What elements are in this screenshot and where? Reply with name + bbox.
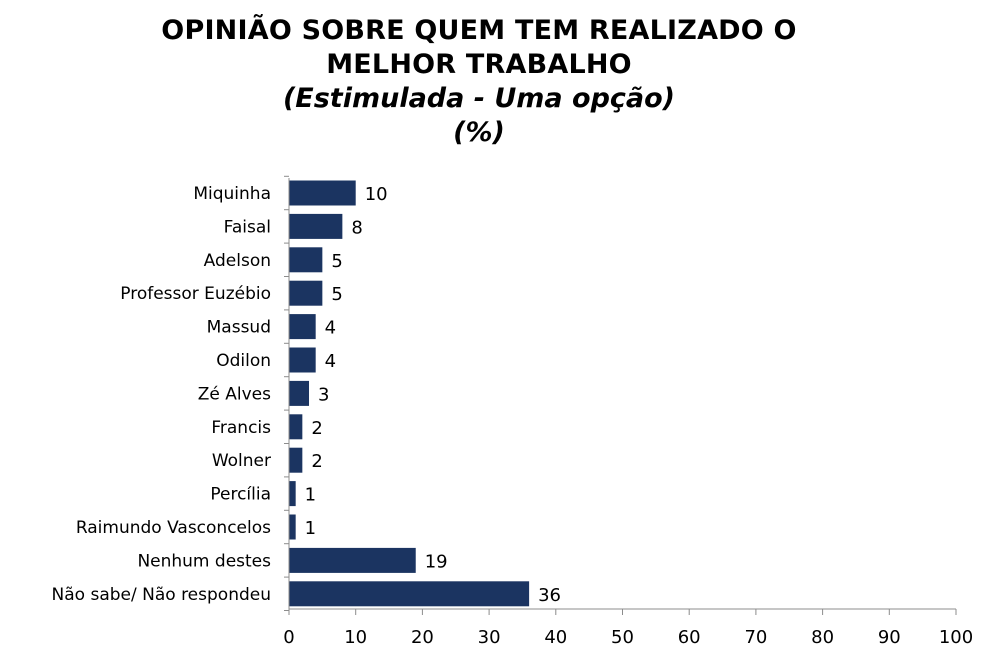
x-tick-label: 60 xyxy=(678,627,701,648)
category-label: Zé Alves xyxy=(198,384,271,404)
bar xyxy=(289,581,530,607)
data-label: 10 xyxy=(365,184,388,205)
bar xyxy=(289,547,416,573)
chart-title-block: OPINIÃO SOBRE QUEM TEM REALIZADO O MELHO… xyxy=(0,14,958,150)
bar xyxy=(289,180,356,206)
x-tick-label: 80 xyxy=(811,627,834,648)
x-tick-label: 20 xyxy=(411,627,434,648)
category-label: Raimundo Vasconcelos xyxy=(76,518,271,538)
bar xyxy=(289,514,296,540)
bar xyxy=(289,347,316,373)
category-label: Miquinha xyxy=(193,184,271,204)
data-label: 19 xyxy=(425,551,448,572)
data-label: 2 xyxy=(311,418,322,439)
bar xyxy=(289,380,310,406)
category-label: Adelson xyxy=(204,251,271,271)
x-tick-label: 40 xyxy=(544,627,567,648)
data-label: 4 xyxy=(325,318,336,339)
category-label: Faisal xyxy=(224,217,271,237)
bar xyxy=(289,247,323,273)
x-tick-label: 100 xyxy=(939,627,973,648)
x-tick-label: 30 xyxy=(478,627,501,648)
x-tick-label: 90 xyxy=(878,627,901,648)
chart-title-line-2: MELHOR TRABALHO xyxy=(326,49,632,80)
bar xyxy=(289,447,303,473)
bar xyxy=(289,213,343,239)
data-label: 36 xyxy=(538,585,561,606)
data-label: 4 xyxy=(325,351,336,372)
chart-title-line-1: OPINIÃO SOBRE QUEM TEM REALIZADO O xyxy=(161,15,797,46)
x-tick-label: 0 xyxy=(283,627,294,648)
category-label: Wolner xyxy=(212,451,271,471)
category-label: Nenhum destes xyxy=(137,551,271,571)
category-label: Massud xyxy=(207,318,271,338)
category-label: Professor Euzébio xyxy=(120,284,271,304)
category-label: Não sabe/ Não respondeu xyxy=(52,585,271,605)
category-label: Percília xyxy=(210,485,271,505)
data-label: 1 xyxy=(305,485,316,506)
chart-subtitle-line-1: (Estimulada - Uma opção) xyxy=(282,83,676,114)
x-tick-label: 50 xyxy=(611,627,634,648)
chart-subtitle-line-2: (%) xyxy=(453,117,505,148)
data-label: 5 xyxy=(331,284,342,305)
bar xyxy=(289,314,316,340)
bar xyxy=(289,280,323,306)
data-label: 1 xyxy=(305,518,316,539)
category-label: Odilon xyxy=(216,351,271,371)
category-label: Francis xyxy=(211,418,271,438)
x-tick-label: 10 xyxy=(344,627,367,648)
data-label: 2 xyxy=(311,451,322,472)
bar xyxy=(289,481,296,507)
data-label: 5 xyxy=(331,251,342,272)
x-tick-label: 70 xyxy=(744,627,767,648)
bar xyxy=(289,414,303,440)
data-label: 3 xyxy=(318,384,329,405)
data-label: 8 xyxy=(351,217,362,238)
